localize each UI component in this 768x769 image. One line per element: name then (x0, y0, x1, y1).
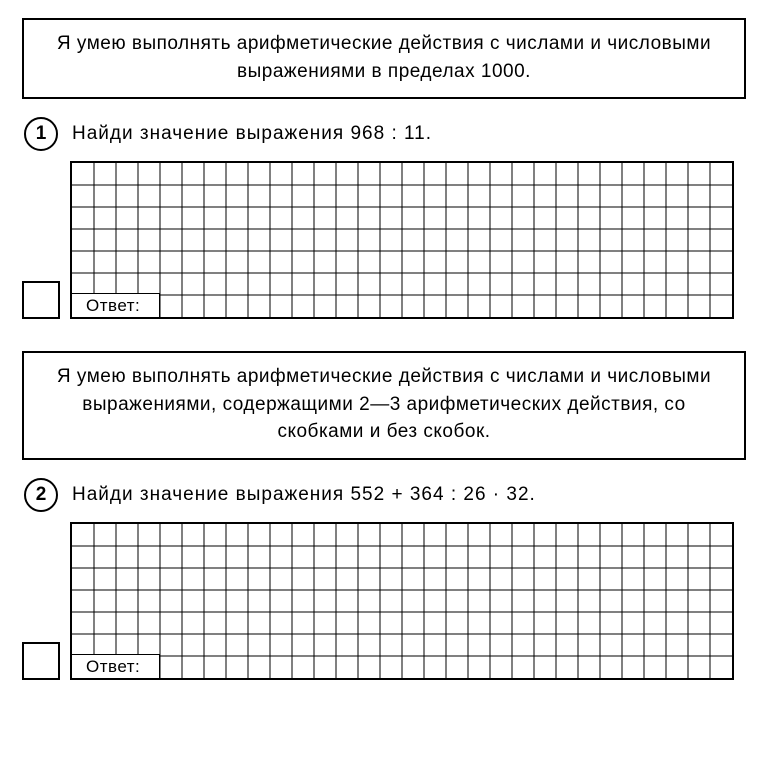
work-area: Ответ: (22, 161, 746, 319)
task-number-circle: 2 (24, 478, 58, 512)
work-area: Ответ: (22, 522, 746, 680)
task-text: Найди значение выражения 552 + 364 : 26 … (72, 484, 536, 506)
task-text: Найди значение выражения 968 : 11. (72, 123, 432, 145)
skill-box: Я умею выполнять арифметические действия… (22, 351, 746, 460)
answer-label: Ответ: (72, 293, 160, 317)
skill-box: Я умею выполнять арифметические действия… (22, 18, 746, 99)
answer-grid[interactable]: Ответ: (70, 522, 734, 680)
check-box[interactable] (22, 281, 60, 319)
answer-grid[interactable]: Ответ: (70, 161, 734, 319)
answer-label: Ответ: (72, 654, 160, 678)
task-row: 1 Найди значение выражения 968 : 11. (22, 117, 746, 151)
task-number-circle: 1 (24, 117, 58, 151)
check-box[interactable] (22, 642, 60, 680)
task-row: 2 Найди значение выражения 552 + 364 : 2… (22, 478, 746, 512)
